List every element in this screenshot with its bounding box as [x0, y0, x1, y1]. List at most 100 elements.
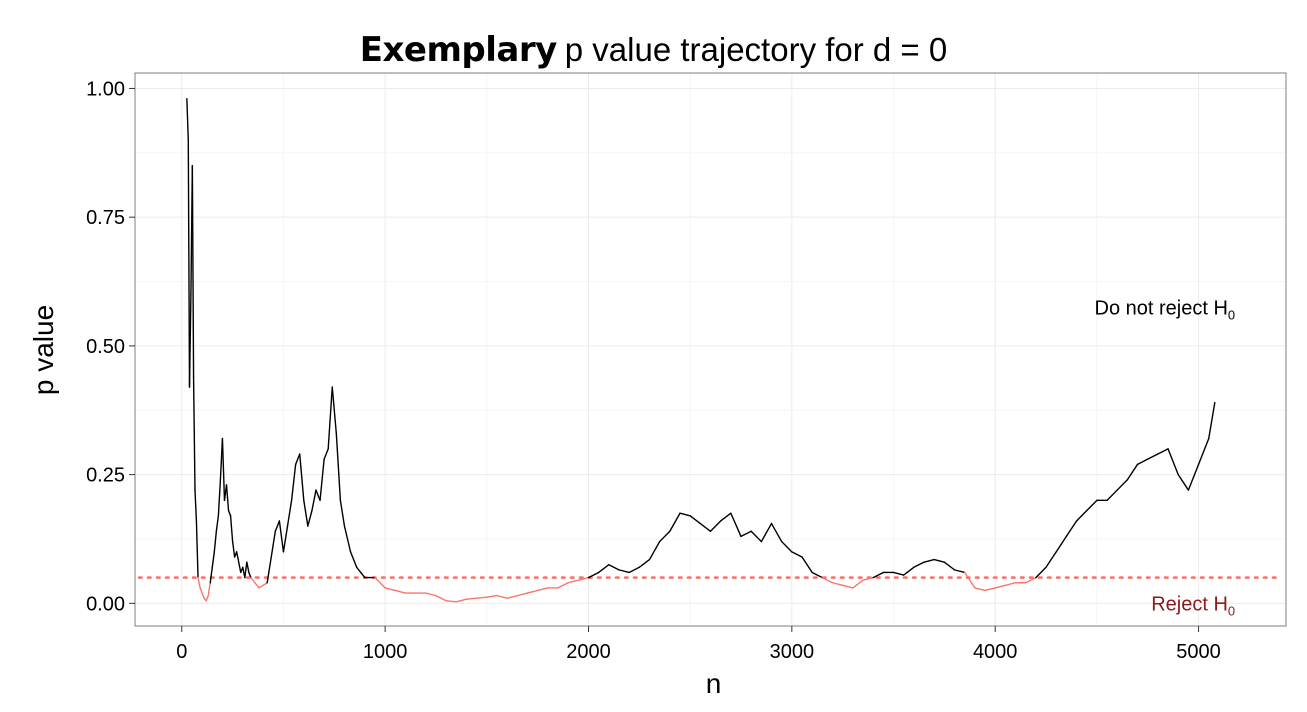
series-segment	[516, 592, 529, 597]
series-segment	[290, 463, 297, 502]
series-segment	[197, 576, 201, 589]
series-segment	[307, 509, 313, 527]
series-segment	[536, 587, 549, 592]
annotation-reject: Reject H0	[1151, 593, 1235, 618]
series-segment	[1157, 448, 1169, 455]
series-segment	[211, 551, 216, 568]
annotation-do-not-reject: Do not reject H0	[1095, 297, 1236, 322]
series-segment	[719, 512, 732, 522]
series-segment	[526, 589, 539, 594]
series-segment	[294, 453, 301, 466]
annotation-do-not-reject-subscript: 0	[1228, 307, 1235, 322]
series-segment	[186, 98, 189, 141]
series-segment	[709, 520, 722, 532]
chart-title-part1: Exemplary	[359, 30, 558, 70]
series-segment	[262, 582, 268, 587]
series-segment	[266, 556, 272, 584]
series-segment	[821, 576, 834, 584]
series-segment	[760, 522, 773, 543]
series-segment	[207, 582, 211, 597]
series-segment	[953, 569, 966, 574]
series-segment	[319, 458, 325, 502]
series-segment	[278, 520, 285, 553]
series-segment	[577, 576, 590, 581]
series-segment	[872, 571, 885, 579]
series-segment	[475, 596, 488, 599]
series-segment	[229, 515, 234, 543]
series-segment	[221, 437, 226, 502]
series-segment	[227, 509, 232, 517]
series-segment	[274, 520, 281, 532]
series-segment	[303, 499, 309, 527]
x-tick-label: 4000	[973, 641, 1018, 663]
series-segment	[213, 530, 218, 553]
series-segment	[231, 540, 236, 558]
y-tick-label: 0.75	[86, 207, 125, 229]
series-segment	[250, 576, 256, 584]
series-segment	[192, 376, 196, 491]
series-segment	[445, 600, 457, 603]
series-segment	[349, 551, 358, 568]
series-segment	[557, 582, 569, 589]
series-segment	[628, 566, 641, 574]
series-segment	[235, 551, 240, 563]
series-segment	[1075, 509, 1088, 522]
series-segment	[194, 489, 198, 522]
series-segment	[841, 584, 854, 589]
series-segment	[215, 515, 220, 532]
series-segment	[587, 571, 600, 579]
series-segment	[195, 520, 199, 579]
series-segment	[1106, 489, 1118, 502]
series-segment	[1167, 448, 1179, 476]
x-tick-label: 3000	[770, 641, 815, 663]
series-segment	[608, 564, 620, 571]
series-segment	[780, 540, 793, 553]
series-segment	[658, 530, 671, 543]
x-axis-title: n	[705, 668, 722, 699]
series-segment	[225, 484, 230, 512]
series-segment	[1045, 551, 1057, 568]
x-tick-label: 0	[176, 641, 187, 663]
series-segment	[246, 561, 250, 574]
series-segment	[455, 598, 468, 603]
series-segment	[315, 489, 321, 502]
series-segment	[374, 576, 386, 589]
series-segment	[299, 453, 305, 502]
series-segment	[286, 499, 293, 527]
grid-minor	[135, 73, 1286, 626]
series-segment	[258, 584, 264, 589]
x-axis: 0 1000 2000 3000 4000 5000	[176, 626, 1221, 663]
series-segment	[648, 540, 661, 561]
series-segment	[597, 564, 610, 574]
series-segment	[1208, 401, 1216, 440]
y-axis-title: p value	[28, 304, 59, 396]
series-segment	[238, 561, 242, 574]
series-segment	[689, 515, 702, 525]
x-tick-label: 1000	[363, 641, 408, 663]
series-segment	[199, 587, 203, 594]
series-segment	[1024, 576, 1037, 584]
series-segment	[201, 592, 205, 599]
series-segment	[270, 530, 277, 558]
y-tick-label: 0.25	[86, 465, 125, 487]
series-segment	[730, 512, 742, 538]
series-segment	[740, 530, 752, 538]
series-segment	[750, 530, 763, 543]
annotation-do-not-reject-text: Do not reject H	[1095, 297, 1228, 319]
series-segment	[384, 587, 396, 592]
series-segment	[811, 571, 824, 579]
series-segment	[801, 556, 813, 574]
series-segment	[355, 566, 366, 579]
series-segment	[191, 164, 195, 378]
series-segment	[852, 579, 864, 589]
series-segment	[984, 587, 996, 592]
series-segment	[974, 587, 986, 592]
y-axis: 0.00 0.25 0.50 0.75 1.00	[86, 78, 135, 615]
series-segment	[327, 386, 333, 450]
series-segment	[254, 582, 260, 589]
series-segment	[335, 432, 342, 502]
series-segment	[506, 594, 519, 599]
series-segment	[205, 594, 209, 602]
series-segment	[323, 448, 329, 460]
